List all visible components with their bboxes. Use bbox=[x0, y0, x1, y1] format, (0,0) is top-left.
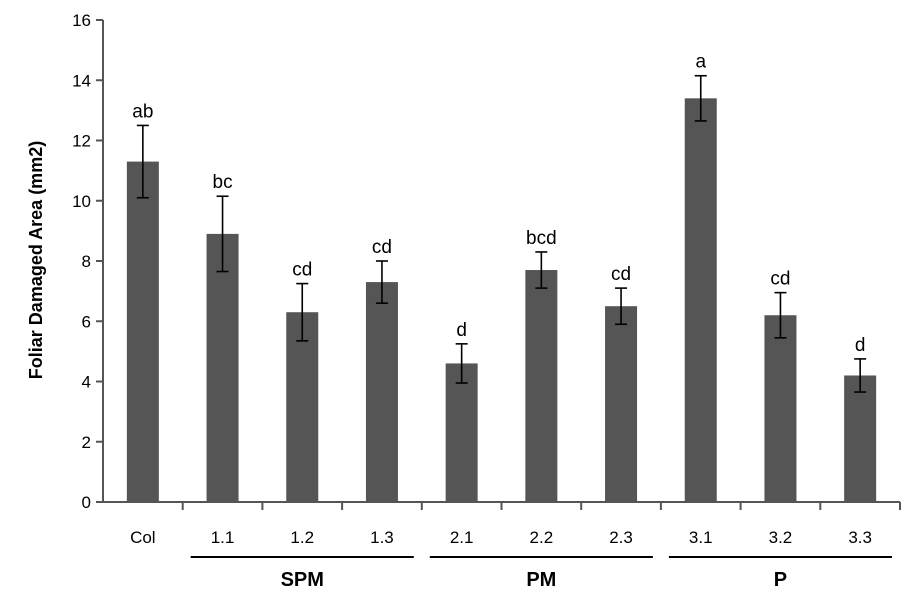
group-label: PM bbox=[526, 569, 556, 590]
bar bbox=[445, 363, 478, 502]
bar bbox=[365, 282, 398, 502]
y-tick-label: 10 bbox=[72, 192, 91, 211]
significance-label: bc bbox=[213, 172, 233, 193]
x-tick-label: 2.1 bbox=[450, 528, 474, 547]
y-axis-label: Foliar Damaged Area (mm2) bbox=[26, 141, 46, 379]
significance-label: cd bbox=[611, 264, 631, 285]
bar bbox=[525, 270, 558, 502]
significance-label: d bbox=[855, 335, 866, 356]
x-tick-label: 3.1 bbox=[689, 528, 713, 547]
y-tick-label: 4 bbox=[82, 373, 91, 392]
significance-label: d bbox=[456, 320, 467, 341]
bar bbox=[764, 315, 797, 502]
significance-label: cd bbox=[770, 269, 790, 290]
x-tick-label: 1.1 bbox=[211, 528, 235, 547]
significance-label: bcd bbox=[526, 228, 557, 249]
x-tick-label: 2.2 bbox=[530, 528, 554, 547]
bar bbox=[844, 375, 877, 502]
significance-label: cd bbox=[292, 260, 312, 281]
group-label: P bbox=[774, 569, 787, 590]
bar bbox=[206, 233, 239, 502]
x-tick-label: 2.3 bbox=[609, 528, 633, 547]
significance-label: ab bbox=[132, 101, 153, 122]
y-tick-label: 6 bbox=[82, 312, 91, 331]
x-tick-label: 3.2 bbox=[769, 528, 793, 547]
bar bbox=[286, 312, 319, 502]
y-tick-label: 14 bbox=[72, 71, 91, 90]
y-tick-label: 12 bbox=[72, 132, 91, 151]
bar bbox=[126, 161, 159, 502]
significance-label: a bbox=[695, 52, 706, 73]
x-tick-label: Col bbox=[130, 528, 156, 547]
x-tick-label: 1.3 bbox=[370, 528, 394, 547]
group-label: SPM bbox=[281, 569, 324, 590]
significance-label: cd bbox=[372, 237, 392, 258]
y-tick-label: 0 bbox=[82, 493, 91, 512]
bar bbox=[605, 306, 638, 502]
y-tick-label: 16 bbox=[72, 11, 91, 30]
y-tick-label: 2 bbox=[82, 433, 91, 452]
bar bbox=[684, 98, 717, 502]
x-tick-label: 3.3 bbox=[848, 528, 872, 547]
x-tick-label: 1.2 bbox=[290, 528, 314, 547]
y-tick-label: 8 bbox=[82, 252, 91, 271]
